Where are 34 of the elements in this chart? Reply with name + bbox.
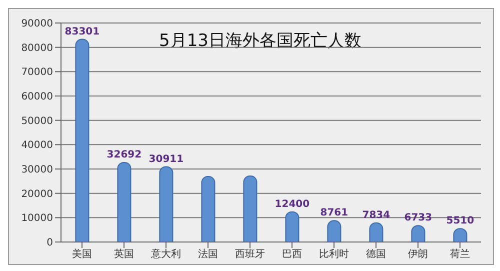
y-tick-label: 90000 [21, 18, 53, 30]
x-tick-label: 法国 [198, 248, 218, 260]
data-label: 83301 [64, 26, 100, 38]
bar [285, 211, 300, 242]
x-tick-label: 伊朗 [408, 248, 428, 260]
data-label: 8761 [320, 208, 348, 219]
y-tick-label: 20000 [21, 188, 53, 200]
y-tick-label: 10000 [21, 213, 53, 224]
bar [243, 176, 258, 242]
x-tick-label: 德国 [366, 249, 386, 260]
x-tick-label: 英国 [114, 248, 134, 260]
y-tick-label: 40000 [21, 140, 53, 152]
data-label: 32692 [106, 149, 142, 160]
x-tick-label: 比利时 [319, 248, 349, 260]
bar [201, 176, 216, 242]
y-tick-label: 80000 [21, 42, 53, 54]
y-tick-label: 70000 [21, 67, 53, 78]
bar [75, 38, 90, 242]
x-tick-label: 美国 [72, 248, 92, 260]
data-label: 5510 [446, 216, 474, 227]
x-tick-label: 巴西 [282, 249, 302, 260]
y-tick-label: 0 [46, 238, 53, 249]
data-label: 30911 [148, 154, 184, 165]
y-tick-label: 60000 [21, 92, 53, 103]
x-tick-label: 荷兰 [450, 248, 470, 260]
bar [369, 222, 384, 242]
bar [117, 162, 132, 242]
data-label: 12400 [274, 198, 310, 210]
bar [327, 220, 342, 242]
x-tick-label: 西班牙 [235, 248, 265, 260]
x-tick-label: 意大利 [150, 248, 181, 260]
y-tick-label: 30000 [21, 164, 53, 176]
bar [159, 166, 174, 242]
y-tick-label: 50000 [21, 116, 53, 127]
